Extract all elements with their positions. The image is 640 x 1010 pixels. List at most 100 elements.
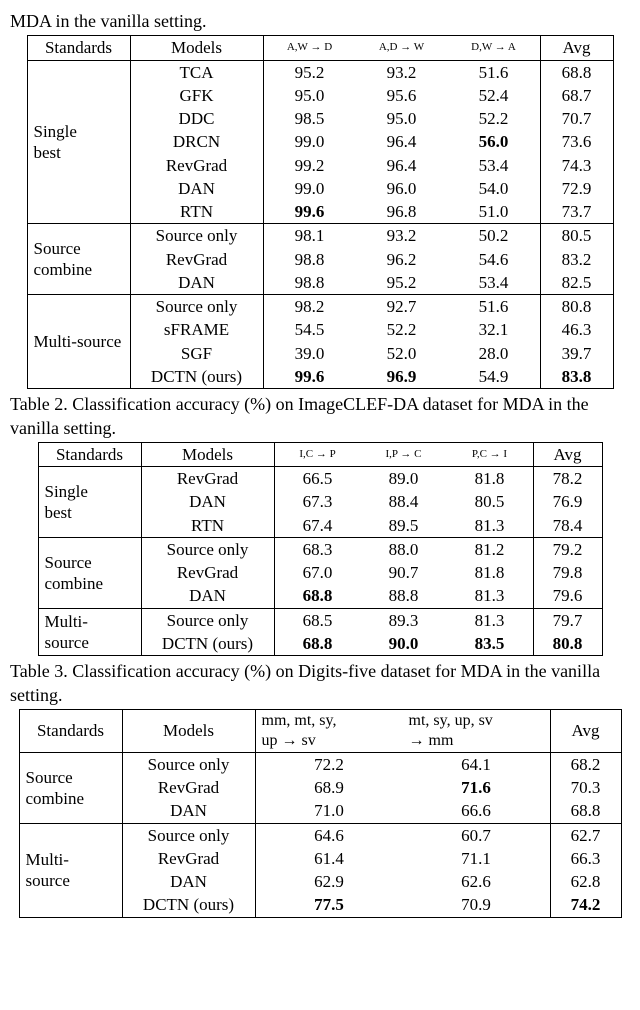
value-cell: 80.5 [447,490,534,513]
value-cell: 71.0 [255,799,403,823]
column-header: Standards [38,442,141,466]
value-cell: 76.9 [533,490,602,513]
column-header: Standards [19,709,122,752]
standards-cell: Sourcecombine [19,752,122,823]
value-cell: 74.3 [540,154,613,177]
value-cell: 68.8 [550,799,621,823]
value-cell: 50.2 [448,224,541,248]
column-header: Models [122,709,255,752]
value-cell: 77.5 [255,893,403,917]
value-cell: 81.3 [447,584,534,608]
model-cell: DAN [130,271,263,295]
model-cell: RevGrad [130,248,263,271]
value-cell: 83.8 [540,365,613,389]
value-cell: 80.8 [533,632,602,656]
value-cell: 39.0 [263,342,356,365]
value-cell: 79.2 [533,537,602,561]
value-cell: 81.3 [447,514,534,538]
value-cell: 54.5 [263,318,356,341]
value-cell: 68.5 [274,608,361,632]
standards-cell: Sourcecombine [38,537,141,608]
value-cell: 80.8 [540,295,613,319]
standards-cell: Sourcecombine [27,224,130,295]
column-header: mt, sy, up, sv→ mm [403,709,551,752]
standards-cell: Multi-source [19,823,122,917]
standards-cell: Multi-source [27,295,130,389]
value-cell: 62.7 [550,823,621,847]
value-cell: 96.0 [356,177,448,200]
value-cell: 83.2 [540,248,613,271]
value-cell: 67.3 [274,490,361,513]
model-cell: sFRAME [130,318,263,341]
value-cell: 70.7 [540,107,613,130]
column-header: A,D → W [356,36,448,60]
standards-cell: Singlebest [27,60,130,224]
value-cell: 93.2 [356,224,448,248]
value-cell: 46.3 [540,318,613,341]
value-cell: 81.2 [447,537,534,561]
value-cell: 82.5 [540,271,613,295]
value-cell: 67.0 [274,561,361,584]
caption-table2: Table 2. Classification accuracy (%) on … [10,393,630,440]
value-cell: 89.5 [361,514,447,538]
table3: StandardsModelsmm, mt, sy,up → svmt, sy,… [19,709,622,918]
value-cell: 99.6 [263,200,356,224]
value-cell: 28.0 [448,342,541,365]
value-cell: 51.0 [448,200,541,224]
model-cell: RevGrad [122,776,255,799]
model-cell: Source only [122,823,255,847]
value-cell: 72.2 [255,752,403,776]
value-cell: 52.4 [448,84,541,107]
value-cell: 79.7 [533,608,602,632]
value-cell: 78.2 [533,467,602,491]
value-cell: 62.8 [550,870,621,893]
value-cell: 95.2 [356,271,448,295]
value-cell: 73.6 [540,130,613,153]
value-cell: 95.0 [263,84,356,107]
value-cell: 51.6 [448,60,541,84]
value-cell: 68.8 [540,60,613,84]
column-header: Models [141,442,274,466]
column-header: Avg [533,442,602,466]
value-cell: 93.2 [356,60,448,84]
model-cell: DAN [122,870,255,893]
value-cell: 88.8 [361,584,447,608]
model-cell: DCTN (ours) [122,893,255,917]
value-cell: 32.1 [448,318,541,341]
value-cell: 96.4 [356,154,448,177]
model-cell: RevGrad [141,467,274,491]
value-cell: 95.0 [356,107,448,130]
column-header: I,C → P [274,442,361,466]
column-header: I,P → C [361,442,447,466]
column-header: mm, mt, sy,up → sv [255,709,403,752]
standards-cell: Multi-source [38,608,141,656]
value-cell: 72.9 [540,177,613,200]
caption-table3: Table 3. Classification accuracy (%) on … [10,660,630,707]
value-cell: 99.0 [263,130,356,153]
value-cell: 64.6 [255,823,403,847]
value-cell: 90.7 [361,561,447,584]
column-header: P,C → I [447,442,534,466]
value-cell: 61.4 [255,847,403,870]
value-cell: 90.0 [361,632,447,656]
value-cell: 68.2 [550,752,621,776]
column-header: A,W → D [263,36,356,60]
table2: StandardsModelsI,C → PI,P → CP,C → IAvg S… [38,442,603,656]
value-cell: 68.9 [255,776,403,799]
caption-pre-table1: MDA in the vanilla setting. [10,10,630,33]
value-cell: 53.4 [448,271,541,295]
value-cell: 70.9 [403,893,551,917]
value-cell: 88.4 [361,490,447,513]
value-cell: 99.0 [263,177,356,200]
model-cell: RevGrad [122,847,255,870]
value-cell: 95.6 [356,84,448,107]
value-cell: 54.9 [448,365,541,389]
model-cell: RevGrad [141,561,274,584]
value-cell: 74.2 [550,893,621,917]
value-cell: 68.3 [274,537,361,561]
value-cell: 64.1 [403,752,551,776]
value-cell: 81.8 [447,561,534,584]
value-cell: 88.0 [361,537,447,561]
model-cell: DCTN (ours) [130,365,263,389]
model-cell: GFK [130,84,263,107]
